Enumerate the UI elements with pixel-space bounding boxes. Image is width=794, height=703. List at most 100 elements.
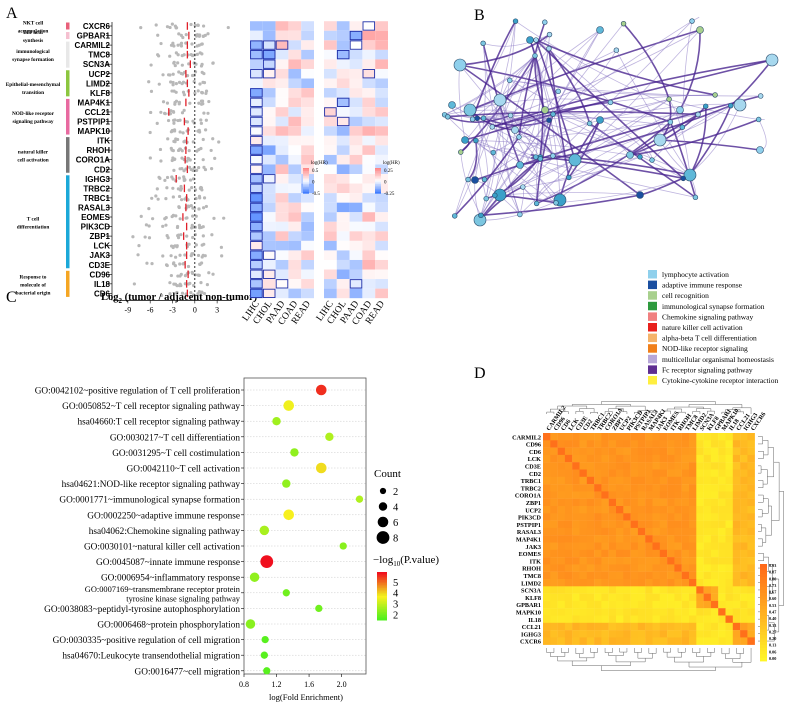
significance-box [324, 107, 337, 117]
corr-cell [667, 447, 675, 456]
corr-cell [645, 630, 653, 638]
row-label-TRBC2: TRBC2 [521, 485, 541, 492]
corr-cell [637, 440, 646, 448]
category-label-3-line-1: Epithelial-mesenchymal [6, 82, 61, 88]
hr-legend-swatch [375, 190, 381, 193]
heat-cell [336, 250, 350, 260]
heat-cell [275, 88, 289, 98]
correlation-colorbar: 0.930.870.800.730.670.600.530.470.400.33… [760, 563, 776, 662]
expression-dot [164, 223, 168, 227]
colorbar-swatch [760, 638, 767, 642]
corr-cell [732, 586, 741, 594]
hr-legend-swatch [375, 168, 381, 170]
corr-cell [579, 586, 587, 594]
expression-dot [205, 283, 209, 287]
row-label-CD2: CD2 [529, 471, 541, 478]
corr-cell [732, 491, 741, 499]
corr-cell [725, 549, 733, 558]
corr-cell [689, 535, 697, 543]
hr-legend-swatch [303, 192, 309, 194]
corr-cell [543, 440, 551, 448]
expression-dot [177, 32, 181, 36]
corr-cell [667, 484, 675, 492]
corr-cell [689, 527, 697, 536]
heat-cell [336, 116, 350, 127]
corr-cell [732, 637, 741, 645]
network-node [465, 176, 471, 183]
expression-dot [169, 109, 173, 113]
heat-cell [349, 174, 363, 184]
heat-cell [349, 231, 363, 241]
corr-cell [543, 433, 551, 441]
network-node [471, 176, 479, 184]
expression-dot [185, 216, 189, 220]
corr-cell [623, 579, 631, 587]
colorbar-swatch [760, 573, 767, 578]
heat-cell [275, 202, 289, 213]
network-edge [474, 95, 761, 181]
corr-cell [652, 622, 660, 631]
corr-cell [564, 637, 573, 645]
expression-dot [163, 112, 167, 116]
network-edge [510, 29, 701, 116]
corr-cell [579, 622, 587, 631]
expression-dot [199, 281, 203, 285]
heat-cell [375, 78, 388, 89]
heat-cell [275, 221, 289, 232]
corr-cell [586, 447, 595, 456]
corr-cell [557, 454, 566, 463]
corr-cell [557, 433, 566, 441]
corr-cell [630, 440, 639, 448]
corr-cell [550, 586, 558, 594]
expression-dot [201, 34, 205, 39]
corr-cell [616, 506, 624, 514]
network-edge [518, 21, 546, 138]
corr-cell [747, 484, 755, 492]
corr-cell [557, 622, 566, 631]
heat-cell [375, 154, 388, 165]
heat-cell [288, 279, 302, 289]
expression-dot [154, 23, 158, 27]
category-label-2-line-0: immunological [16, 49, 50, 55]
expression-dot [198, 82, 202, 86]
corr-cell [564, 433, 573, 441]
heat-cell [301, 250, 314, 260]
corr-cell [601, 513, 609, 521]
expression-dot [188, 158, 192, 162]
category-label-5-line-1: cell activation [17, 157, 48, 163]
bubble-x-axis: 0.8 1.2 1.6 2.0 [239, 674, 347, 689]
expression-dot [183, 139, 187, 143]
corr-cell [732, 630, 741, 638]
significance-box [262, 288, 276, 299]
colorbar-label: 0.73 [769, 583, 776, 588]
heat-cell [336, 164, 350, 175]
corr-cell [579, 571, 587, 580]
corr-cell [681, 491, 690, 499]
heat-cell [375, 135, 388, 146]
corr-cell [608, 608, 617, 616]
corr-cell [667, 586, 675, 594]
corr-cell [616, 535, 624, 543]
heat-cell [324, 154, 337, 165]
heat-cell [262, 107, 276, 117]
corr-cell [630, 586, 639, 594]
significance-box [250, 174, 263, 184]
gene-label-IL18: IL18 [94, 280, 111, 289]
network-edge [668, 98, 691, 176]
network-edge [482, 43, 521, 215]
term-label: hsa04670:Leukocyte transendothelial migr… [62, 652, 240, 662]
heat-cell [349, 78, 363, 89]
heat-cell [349, 221, 363, 232]
bubble-16 [261, 635, 269, 644]
network-edge [668, 98, 759, 120]
corr-cell [579, 433, 587, 441]
corr-cell [564, 564, 573, 572]
corr-cell [710, 608, 719, 616]
corr-cell [681, 557, 690, 565]
expression-dot [182, 178, 186, 183]
pvalue-legend-swatch [377, 572, 387, 575]
corr-cell [659, 491, 668, 499]
network-edge [679, 29, 701, 111]
corr-cell [637, 433, 646, 441]
